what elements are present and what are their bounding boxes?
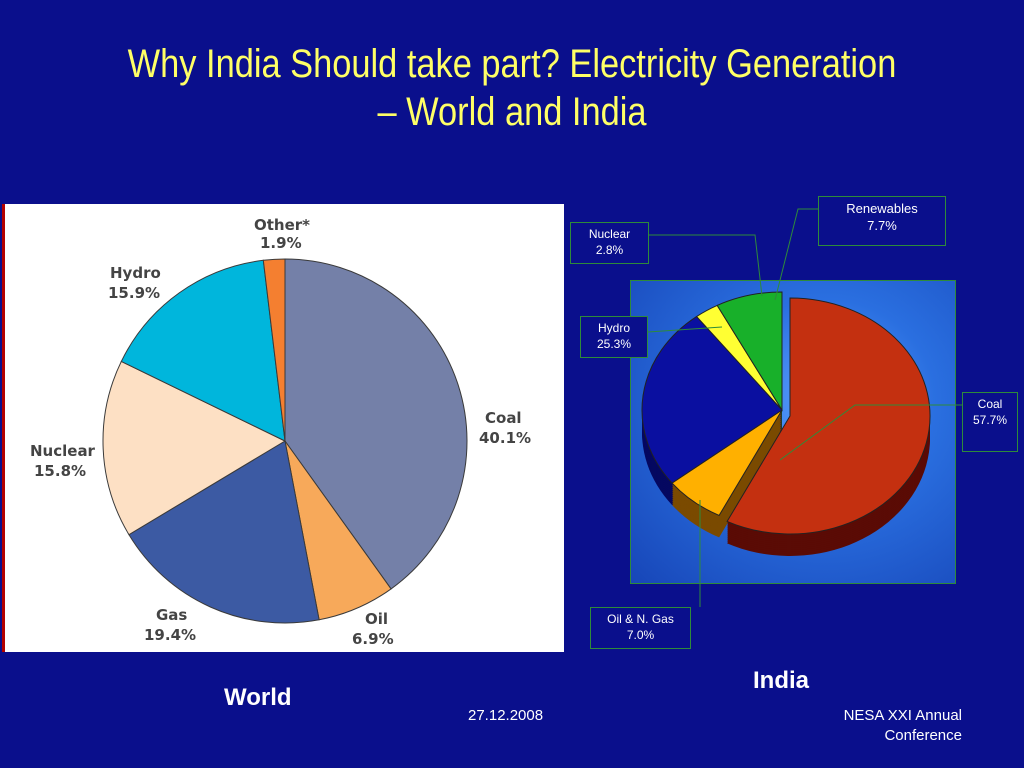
world-label-hydro: Hydro 15.9% — [108, 264, 161, 302]
world-label-other: Other* 1.9% — [254, 216, 310, 252]
world-label-oil: Oil 6.9% — [352, 610, 394, 648]
world-pie-chart: Coal 40.1% Oil 6.9% Gas 19.4% Nuclear 15.8% … — [30, 216, 531, 648]
india-caption: India — [753, 667, 810, 694]
footer-date: 27.12.2008 — [468, 707, 544, 724]
world-slice-gas — [128, 440, 320, 624]
india-label-coal: Coal 57.7% — [962, 392, 1018, 452]
leader-hydro — [647, 326, 723, 333]
world-label-nuclear: Nuclear 15.8% — [30, 442, 96, 480]
world-slice-nuclear — [102, 360, 287, 536]
world-caption: World — [224, 684, 292, 711]
india-label-nuclear: Nuclear 2.8% — [570, 222, 649, 264]
footer-conference: NESA XXI Annual Conference — [843, 707, 962, 744]
world-label-gas: Gas 19.4% — [144, 606, 196, 644]
slide-title: Why India Should take part? Electricity … — [127, 42, 897, 134]
india-slice-coal — [726, 297, 931, 535]
india-label-renewables: Renewables 7.7% — [818, 196, 946, 246]
world-slice-coal — [284, 258, 468, 590]
world-slice-hydro — [120, 259, 286, 442]
leader-coal — [779, 404, 962, 461]
leader-renewables — [774, 208, 818, 301]
world-chart-panel: Coal 40.1% Oil 6.9% Gas 19.4% Nuclear 15.8% … — [2, 204, 564, 652]
leader-nuclear — [648, 234, 763, 297]
india-label-hydro: Hydro 25.3% — [580, 316, 648, 358]
india-slice-renewables — [716, 291, 783, 412]
india-pie-chart — [641, 291, 931, 556]
panel-edge-stripe — [2, 204, 5, 652]
world-label-coal: Coal 40.1% — [479, 409, 531, 447]
india-label-oil-gas: Oil & N. Gas 7.0% — [590, 607, 691, 649]
world-slice-other — [262, 258, 286, 442]
